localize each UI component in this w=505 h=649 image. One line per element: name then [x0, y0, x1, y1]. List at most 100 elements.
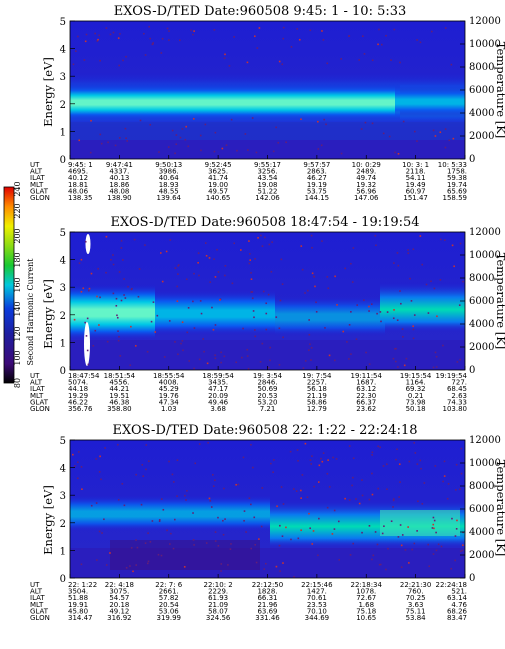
table-cell: 19.32	[356, 181, 376, 189]
table-cell: 314.47	[68, 614, 93, 622]
table-row-label: MLT	[30, 181, 44, 189]
noise-speckle	[315, 301, 317, 304]
noise-speckle	[211, 306, 213, 309]
table-cell: 4008.	[159, 379, 179, 387]
noise-speckle	[214, 540, 217, 542]
noise-speckle	[414, 452, 417, 454]
noise-speckle	[209, 281, 212, 283]
noise-speckle	[311, 455, 313, 457]
noise-speckle	[144, 542, 147, 544]
noise-speckle	[265, 562, 267, 565]
noise-speckle	[167, 146, 170, 148]
noise-speckle	[165, 250, 168, 253]
noise-speckle	[270, 462, 272, 465]
noise-speckle	[397, 152, 400, 155]
noise-speckle	[130, 547, 133, 549]
noise-speckle	[382, 465, 385, 467]
noise-speckle	[90, 119, 92, 122]
noise-speckle	[282, 503, 285, 505]
noise-speckle	[148, 25, 150, 28]
noise-speckle	[456, 361, 459, 363]
table-cell: 3504.	[68, 588, 88, 596]
noise-speckle	[87, 289, 90, 292]
noise-speckle	[174, 341, 176, 343]
noise-speckle	[448, 139, 451, 142]
noise-speckle	[257, 237, 259, 239]
noise-speckle	[368, 525, 371, 527]
noise-speckle	[396, 319, 399, 322]
y2-tick-label: 4000	[469, 527, 494, 538]
noise-speckle	[178, 39, 181, 42]
noise-speckle	[186, 331, 189, 334]
table-cell: 358.80	[107, 405, 132, 413]
noise-speckle	[85, 33, 88, 36]
noise-speckle	[416, 463, 419, 465]
table-cell: 21.96	[257, 601, 278, 609]
y2-tick-label: 2000	[469, 342, 494, 353]
y2-tick-label: 6000	[469, 85, 494, 96]
noise-speckle	[317, 554, 319, 557]
noise-speckle	[73, 318, 76, 321]
noise-speckle	[352, 476, 354, 479]
noise-speckle	[380, 320, 382, 323]
table-cell: 73.98	[406, 398, 426, 406]
noise-speckle	[432, 129, 435, 132]
noise-speckle	[160, 498, 163, 500]
noise-speckle	[350, 262, 352, 265]
noise-speckle	[200, 312, 203, 315]
panel-3-band-left	[70, 495, 270, 531]
noise-speckle	[327, 459, 329, 461]
noise-speckle	[254, 257, 256, 260]
noise-speckle	[123, 278, 125, 280]
noise-speckle	[356, 304, 359, 306]
y2-tick-label: 0	[469, 365, 475, 376]
noise-speckle	[160, 52, 163, 54]
noise-speckle	[290, 46, 293, 48]
noise-speckle	[192, 539, 195, 541]
noise-speckle	[278, 327, 281, 330]
noise-speckle	[361, 479, 363, 481]
noise-speckle	[392, 317, 395, 320]
noise-speckle	[352, 542, 355, 545]
noise-speckle	[308, 349, 310, 351]
table-row-label: UT	[30, 161, 40, 169]
table-cell: 2229.	[208, 588, 228, 596]
noise-speckle	[310, 234, 313, 237]
table-cell: 22:24:18	[436, 581, 467, 589]
noise-speckle	[125, 567, 128, 569]
noise-speckle	[198, 274, 200, 277]
noise-speckle	[300, 497, 302, 499]
noise-speckle	[159, 252, 162, 254]
noise-speckle	[326, 62, 329, 65]
table-cell: 20.09	[208, 392, 228, 400]
noise-speckle	[119, 355, 122, 357]
noise-speckle	[92, 344, 95, 347]
colorbar-tick: 180	[13, 252, 22, 267]
noise-speckle	[375, 244, 377, 247]
noise-speckle	[267, 293, 270, 296]
noise-speckle	[139, 119, 142, 122]
noise-speckle	[117, 339, 120, 342]
table-cell: 19.08	[257, 181, 277, 189]
noise-speckle	[407, 526, 409, 528]
noise-speckle	[100, 142, 103, 145]
noise-speckle	[400, 566, 403, 568]
noise-speckle	[301, 474, 304, 476]
table-cell: 61.93	[208, 594, 228, 602]
panel-3: EXOS-D/TED Date:960508 22: 1:22 - 22:24:…	[30, 423, 505, 622]
noise-speckle	[163, 356, 166, 358]
noise-speckle	[310, 463, 312, 465]
noise-speckle	[282, 37, 285, 40]
noise-speckle	[210, 506, 213, 508]
noise-speckle	[321, 460, 324, 463]
noise-speckle	[88, 287, 91, 290]
noise-speckle	[408, 562, 410, 564]
y-tick-label: 5	[60, 436, 66, 447]
table-cell: 331.46	[255, 614, 280, 622]
table-cell: 3.63	[408, 601, 424, 609]
table-cell: 0.21	[408, 392, 424, 400]
noise-speckle	[268, 366, 270, 369]
noise-speckle	[89, 151, 92, 154]
noise-speckle	[363, 53, 366, 55]
